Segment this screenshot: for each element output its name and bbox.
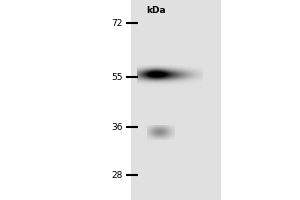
Text: 36: 36 [112, 122, 123, 132]
Text: 55: 55 [112, 72, 123, 82]
Text: kDa: kDa [146, 6, 166, 15]
FancyBboxPatch shape [130, 0, 220, 200]
Text: 72: 72 [112, 19, 123, 27]
Text: 28: 28 [112, 170, 123, 180]
